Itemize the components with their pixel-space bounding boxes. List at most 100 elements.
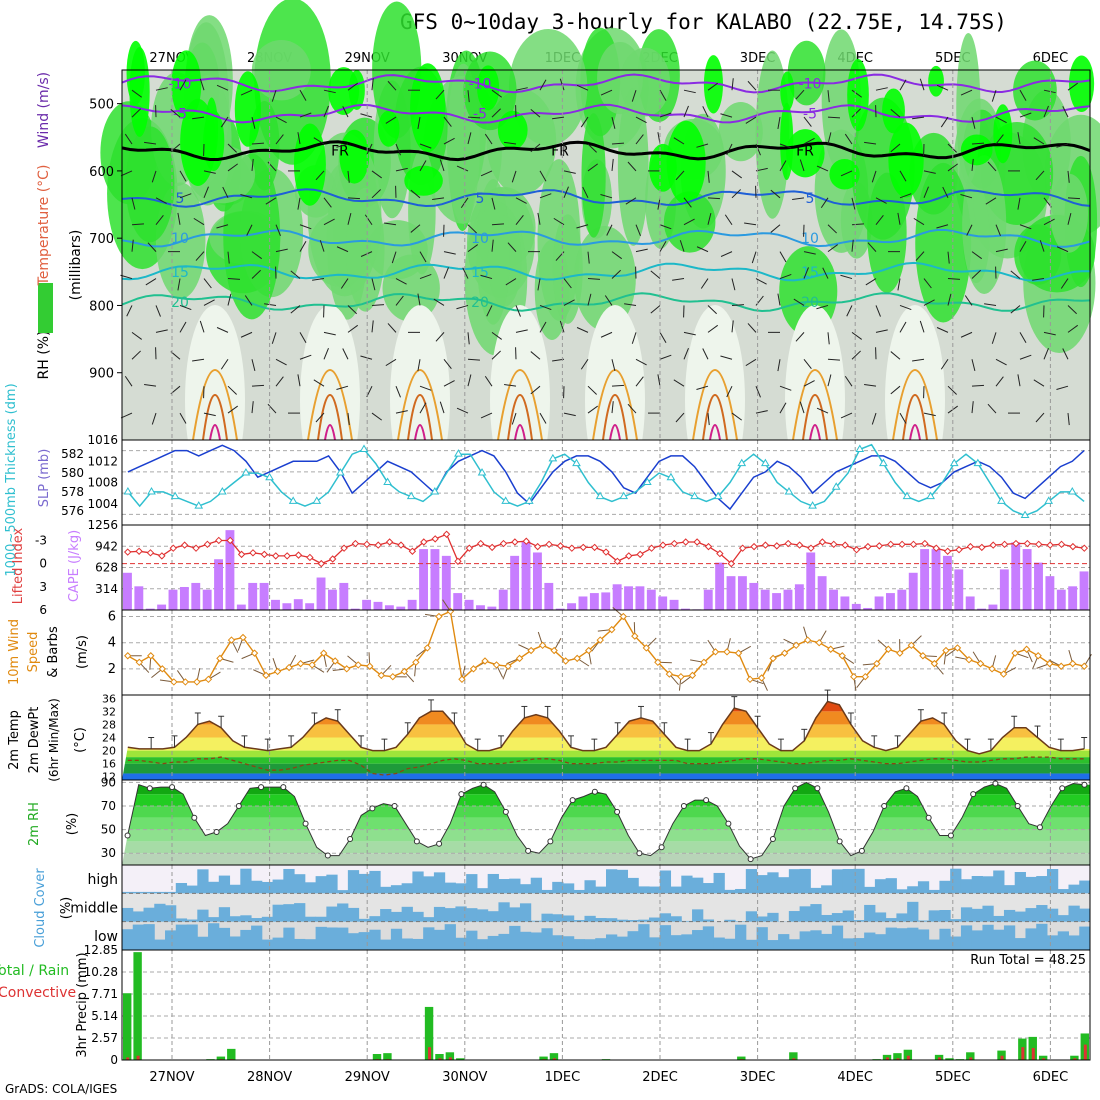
cloud-bar [401,938,413,950]
wind-barb [155,305,161,317]
thickness-marker [595,491,605,500]
wind-speed-marker [723,648,731,656]
wind-barb [659,240,667,252]
wind-barb [299,354,312,360]
wind-barb [707,82,719,91]
wind-barb [251,359,256,372]
wind-barb [672,278,685,281]
chart-title: GFS 0~10day 3-hourly for KALABO (22.75E,… [400,10,1007,34]
wind-speed-marker [757,674,766,682]
cloud-bar [864,932,876,950]
wind-barb [745,116,757,124]
cloud-bar [1025,908,1037,922]
wind-barb [336,246,349,253]
wind-barb [635,134,644,145]
cloud-bar [218,927,231,950]
wind-barb [659,224,672,230]
precip-bar [737,1056,746,1060]
wind-barb [439,159,445,172]
wind-barb [371,278,376,291]
rh-marker [725,820,732,827]
cloud-bar [659,925,672,950]
wind-speed-marker [896,649,904,657]
lifted-index-marker [932,544,940,552]
cloud-bar [509,878,521,894]
wind-barb [240,331,253,338]
lifted-index-marker [761,541,770,549]
wind-barb [587,385,597,395]
lifted-index-marker [340,544,348,552]
cloud-bar [1057,931,1069,950]
cloud-bar [401,906,413,922]
wind-barb [199,320,205,333]
wind-barb [890,351,901,360]
cape-bar [487,606,497,610]
cape-bar [259,582,269,610]
temp-contour-label: FR [796,144,814,160]
temp-contour-label: -5 [173,107,187,123]
lifted-index-marker [921,539,929,548]
lifted-index-marker [1035,540,1043,549]
temp-contour-label: 5 [476,191,485,207]
cloud-bar [251,918,263,922]
rh-marker [525,847,532,854]
wind-barb [779,143,792,149]
cloud-bar [326,906,338,922]
wind-barb [987,403,997,414]
thickness-marker [713,491,723,500]
wind-barb [419,160,427,172]
wind-barb [240,194,253,199]
thickness-marker [336,468,345,476]
rh-line [127,781,1085,860]
wind-speed-marker [423,644,432,652]
cloud-bar [885,927,897,950]
lifted-index-marker [363,540,371,549]
y-tick-label: 600 [89,165,114,180]
cloud-bar [444,882,456,894]
lifted-index-marker [738,544,747,552]
cloud-bar [294,938,306,950]
wind-barb [611,251,623,260]
wind-barb [297,197,301,210]
wind-barb [265,197,277,205]
wind-barb [467,132,472,145]
thickness-marker [217,486,227,495]
rh-tick-label: 30 [101,846,116,860]
wind-barb [1017,132,1021,145]
cape-bar [681,608,690,610]
cape-tick-label: 942 [95,539,118,553]
rh-marker [458,791,465,798]
wind-barb [840,170,853,177]
wind-speed-marker [227,636,236,644]
temp-contour-30 [407,394,433,441]
cape-bar [282,603,292,610]
cloud-bar [917,929,930,950]
wind-barb [251,269,261,279]
rh-marker [502,808,509,815]
temp-band [122,750,1090,758]
wind-barb [155,197,167,204]
temp-contour-label: 10 [801,231,819,247]
cloud-bar [218,875,231,894]
precip-bar [216,1056,226,1060]
cape-bar [179,586,189,610]
wind-barb [731,278,736,291]
cloud-bar [735,888,747,894]
cloud-bar [993,870,1005,894]
wind-speed-marker [366,662,374,670]
wind-barb [120,170,133,177]
wind-barb [587,405,599,414]
cloud-bar [466,908,478,922]
cape-bar [134,586,144,610]
wind-barb [851,331,863,340]
slp-tick-label: 1004 [87,497,118,511]
cloud-bar [315,926,327,950]
cloud-bar [541,928,553,950]
lifted-index-marker [294,551,303,559]
cloud-bar [982,905,994,922]
cloud-bar [638,924,650,950]
wind-barb [563,186,569,199]
temp-contour-25 [792,369,838,441]
temp-contour-label: 20 [171,295,189,311]
lifted-index-marker [169,544,177,552]
